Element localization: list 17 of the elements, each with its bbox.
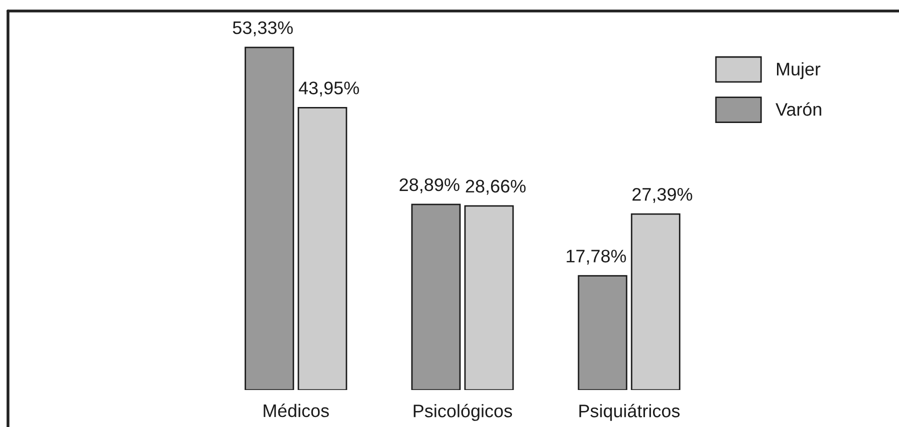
legend-label: Mujer	[776, 62, 820, 80]
bar	[630, 213, 680, 390]
data-label: 28,89%	[400, 178, 460, 194]
bar	[464, 205, 514, 390]
bar	[578, 275, 628, 390]
bar	[298, 106, 348, 390]
x-tick-label: Médicos	[264, 404, 329, 418]
data-label: 28,66%	[466, 180, 526, 195]
x-tick-label: Psiquiátricos	[579, 404, 680, 421]
legend-label: Varón	[776, 102, 822, 116]
data-label: 53,33%	[232, 21, 293, 36]
data-label: 43,95%	[298, 82, 359, 97]
data-label: 27,39%	[632, 188, 692, 203]
bar	[244, 46, 294, 390]
data-label: 17,78%	[566, 250, 626, 265]
bar	[411, 204, 461, 390]
x-tick-label: Psicológicos	[414, 404, 512, 421]
